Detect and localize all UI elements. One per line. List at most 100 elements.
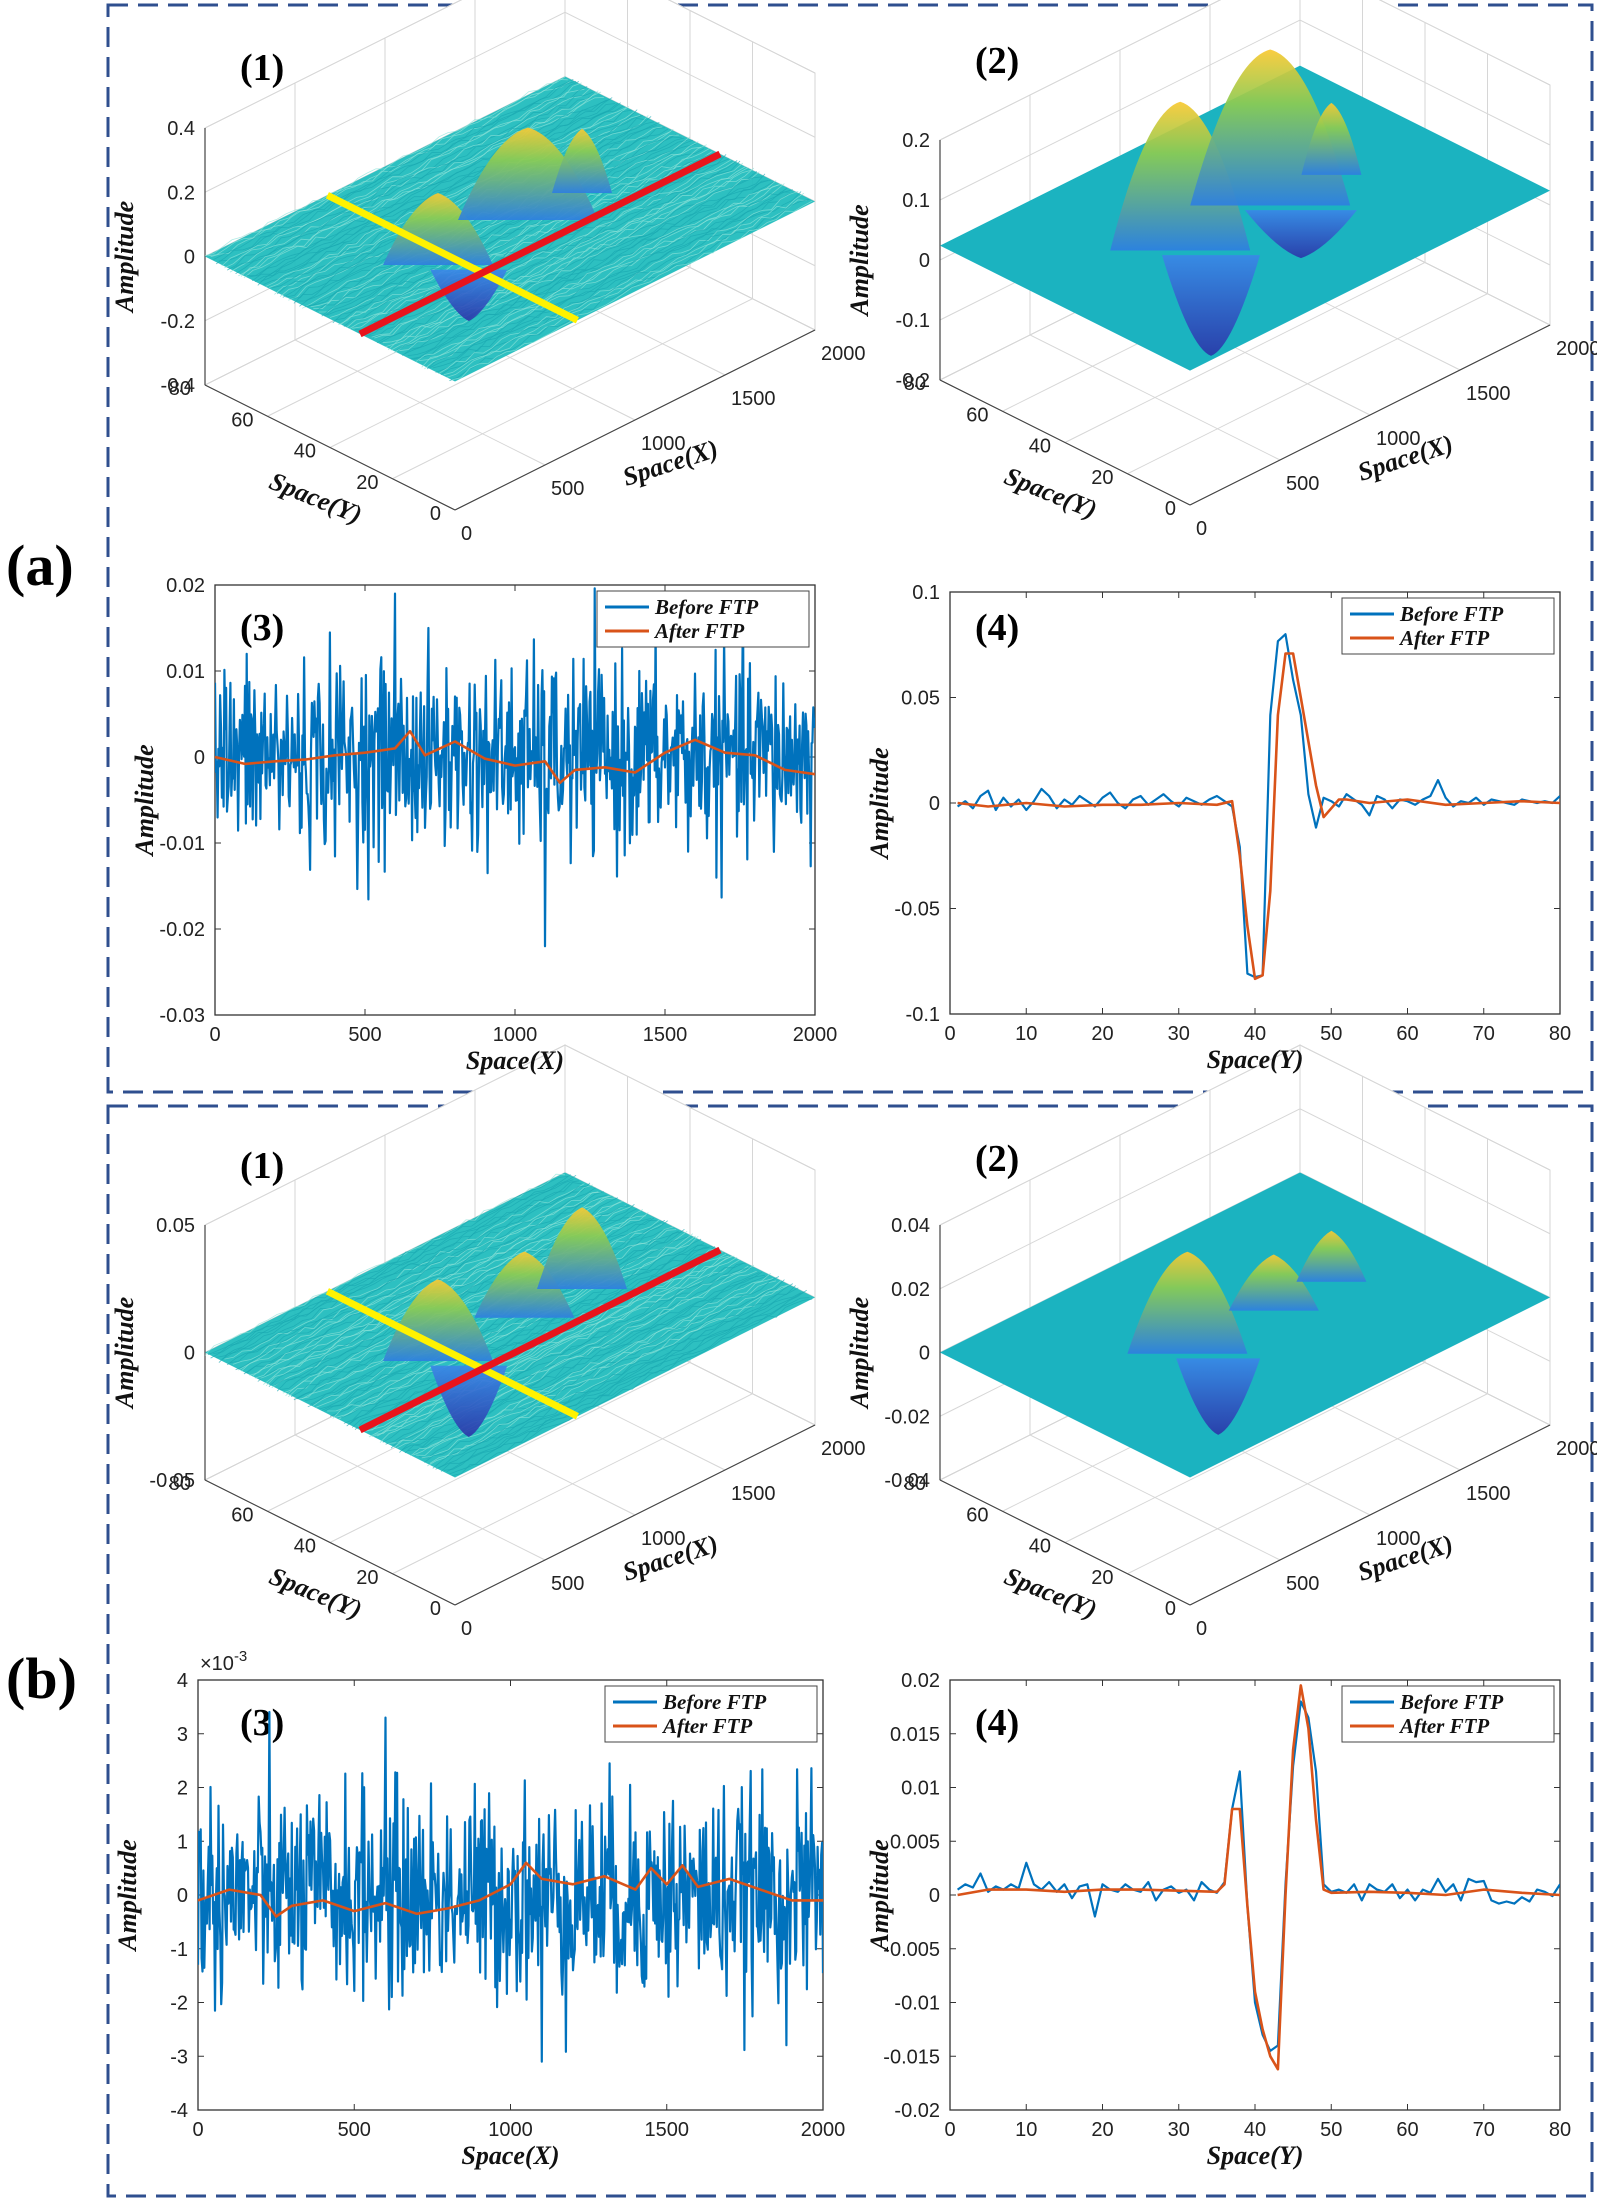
surface-trough [1162, 255, 1260, 356]
surface-noise [327, 139, 688, 316]
legend-box [1341, 597, 1555, 655]
surface-noise [321, 1231, 682, 1411]
x-axis-edge [1189, 324, 1551, 506]
surface-noise [340, 1238, 702, 1419]
y-tick-label: -3 [170, 2046, 188, 2068]
x-tick-label: 1000 [641, 433, 686, 455]
surface-base [940, 65, 1550, 371]
z-tick-label: 0.2 [167, 182, 195, 204]
surface-noise [218, 1180, 579, 1363]
surface-noise [415, 180, 777, 362]
surface-noise [268, 106, 630, 288]
y-tick-label: 80 [904, 1473, 926, 1495]
x-tick-label: 500 [338, 2119, 371, 2141]
surface-noise [418, 1276, 780, 1459]
surface-noise [235, 92, 596, 275]
surface-a2: (2) 0.2 0.1 0 -0.1 -0.2 0 500 1000 1500 2000 80 60 4… [845, 0, 1597, 540]
y-axis-label: Amplitude [113, 1839, 142, 1952]
legend-box [596, 590, 810, 648]
x-tick-label: 1500 [1466, 1483, 1511, 1505]
x-tick-label: 30 [1168, 2119, 1190, 2141]
legend-label-before: Before FTP [662, 1690, 766, 1714]
surface-noise [335, 143, 696, 321]
x-tick-label: 50 [1320, 2119, 1342, 2141]
surface-peak [474, 1251, 575, 1318]
surface-noise [401, 176, 763, 356]
subplot-label-a2: (2) [975, 40, 1019, 82]
surface-trough [1176, 1358, 1261, 1435]
surface-noise [399, 171, 760, 352]
surface-noise [429, 191, 791, 368]
y-tick-label: -0.05 [894, 899, 940, 921]
z-gridline [939, 0, 1551, 141]
z-tick-label: -0.02 [884, 1406, 930, 1428]
y-gridline [1064, 22, 1426, 443]
x-tick-label: 0 [461, 1618, 472, 1640]
surface-noise [235, 1187, 596, 1371]
surface-noise [213, 79, 574, 261]
z-axis-label: Amplitude [845, 204, 874, 317]
surface-noise [426, 1285, 788, 1467]
plot-lines [215, 587, 815, 948]
y-tick-label: 40 [294, 441, 316, 463]
y-tick-label: -2 [170, 1993, 188, 2015]
surface-noise [207, 1176, 568, 1356]
surface-noise [224, 1183, 585, 1360]
z-tick-label: 0 [919, 250, 930, 272]
z-axis-label: Amplitude [110, 1297, 139, 1410]
x-tick-label: 80 [1549, 1023, 1571, 1045]
x-tick-label: 1500 [731, 1483, 776, 1505]
x-tick-label: 1000 [1376, 428, 1421, 450]
y-tick-label: 60 [966, 1504, 988, 1526]
surface-noise [382, 162, 744, 344]
surface-noise [393, 167, 755, 354]
y-tick-label: -0.01 [159, 833, 205, 855]
x-tick-label: 1000 [1376, 1528, 1421, 1550]
surface-noise [343, 148, 705, 327]
surface-noise [263, 105, 624, 285]
x-tick-label: 1500 [643, 1024, 688, 1046]
x-tick-label: 20 [1091, 1023, 1113, 1045]
x-tick-label: 1000 [488, 2119, 533, 2141]
z-tick-label: 0 [184, 1343, 195, 1365]
surface-noise [238, 1191, 599, 1371]
y-tick-label: 60 [231, 1504, 253, 1526]
surface-noise [210, 1174, 571, 1359]
surface-noise [371, 1255, 732, 1437]
x-axis-edge [1189, 1424, 1551, 1606]
surface-noise [449, 198, 810, 382]
series-before-ftp [198, 1710, 823, 2063]
series-before-ftp [215, 587, 815, 948]
z-tick-label: -0.2 [896, 370, 930, 392]
surface-base [940, 1172, 1550, 1478]
subplot-label-b3: (3) [240, 1702, 284, 1744]
surface-noise [354, 152, 716, 331]
x-tick-label: 500 [1286, 473, 1319, 495]
x-tick-label: 20 [1091, 2119, 1113, 2141]
surface-noise [446, 1289, 807, 1473]
surface-peak [458, 127, 598, 220]
surface-noise [368, 158, 730, 337]
surface-noise [404, 173, 766, 354]
surface-noise [435, 191, 796, 373]
surface-noise [338, 141, 699, 326]
y-tick-label: 0.015 [890, 1724, 940, 1746]
surface-noise [226, 1186, 588, 1366]
surface-noise [438, 1287, 799, 1469]
y-tick-label: -0.005 [883, 1939, 940, 1961]
plot-lines [956, 1684, 1560, 2071]
subplot-label-a4: (4) [975, 607, 1019, 649]
surface-noise [374, 1255, 735, 1435]
legend-box [1341, 1685, 1555, 1743]
surface-noise [313, 128, 674, 310]
x-tick-label: 50 [1320, 1023, 1342, 1045]
surface-trough [430, 269, 508, 321]
x-axis-label: Space(X) [461, 2141, 559, 2170]
surface-trough [1245, 210, 1357, 259]
y-gridline [1127, 53, 1488, 475]
subplot-label-b2: (2) [975, 1138, 1019, 1180]
legend-label-before: Before FTP [1399, 602, 1503, 626]
x-tick-label: 0 [461, 523, 472, 545]
y-tick-label: 0.01 [901, 1778, 940, 1800]
z-tick-label: 0.02 [891, 1279, 930, 1301]
